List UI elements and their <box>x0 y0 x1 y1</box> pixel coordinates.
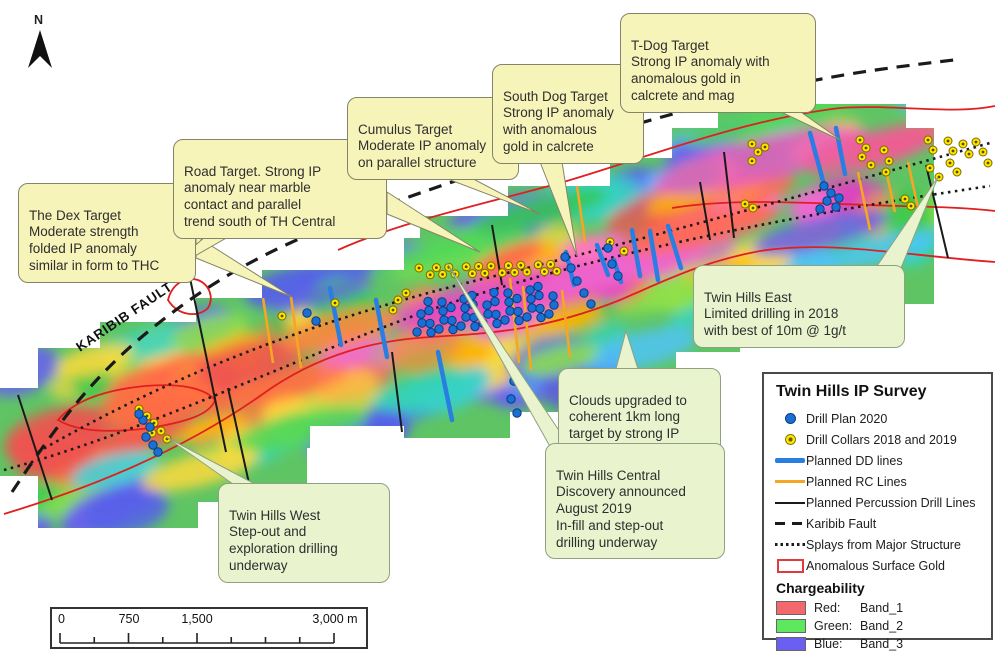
north-arrow-icon: N <box>28 13 52 68</box>
callout-road-target-text: Road Target. Strong IP anomaly near marb… <box>184 163 336 229</box>
planned-rc-line-icon <box>774 480 806 483</box>
band1-red-swatch <box>776 601 806 615</box>
legend-title: Twin Hills IP Survey <box>776 383 927 400</box>
legend-label: Planned RC Lines <box>806 474 907 489</box>
legend-label: Anomalous Surface Gold <box>806 558 945 573</box>
planned-dd-line-icon <box>774 458 806 463</box>
callout-dex-target: The Dex Target Moderate strength folded … <box>18 183 196 283</box>
chargeability-row-green: Green: Band_2 <box>774 617 981 635</box>
anomalous-gold-outline-icon <box>774 558 806 573</box>
scale-tick-1500: 1,500 <box>181 612 213 626</box>
callout-twin-hills-west: Twin Hills West Step-out and exploration… <box>218 483 390 583</box>
callout-twin-hills-east: Twin Hills East Limited drilling in 2018… <box>693 265 905 348</box>
callout-t-dog-target-text: T-Dog Target Strong IP anomaly with anom… <box>631 37 770 103</box>
chargeability-heading: Chargeability <box>776 580 865 596</box>
callout-twin-hills-east-text: Twin Hills East Limited drilling in 2018… <box>704 289 847 339</box>
legend-item-anomalous-gold: Anomalous Surface Gold <box>774 555 981 576</box>
fault-dashed-line-icon <box>774 522 806 525</box>
band-color-name: Green: <box>814 619 853 633</box>
scale-bar-ticks <box>59 633 335 644</box>
band-color-name: Blue: <box>814 637 843 651</box>
callout-twin-hills-west-text: Twin Hills West Step-out and exploration… <box>229 507 338 573</box>
legend-item-drill-plan: Drill Plan 2020 <box>774 408 981 429</box>
band-color-name: Red: <box>814 601 841 615</box>
legend-item-planned-dd: Planned DD lines <box>774 450 981 471</box>
legend-label: Drill Collars 2018 and 2019 <box>806 432 957 447</box>
legend-item-drill-collars: Drill Collars 2018 and 2019 <box>774 429 981 450</box>
splay-dotted-line-icon <box>774 543 806 546</box>
legend-item-planned-rc: Planned RC Lines <box>774 471 981 492</box>
callout-south-dog-target-text: South Dog Target Strong IP anomaly with … <box>503 88 614 154</box>
planned-dd-lines <box>327 125 848 423</box>
legend-label: Drill Plan 2020 <box>806 411 888 426</box>
callout-dex-target-text: The Dex Target Moderate strength folded … <box>29 207 160 273</box>
legend-item-percussion: Planned Percussion Drill Lines <box>774 492 981 513</box>
band-name: Band_1 <box>860 601 904 615</box>
callout-south-dog-target: South Dog Target Strong IP anomaly with … <box>492 64 644 164</box>
chargeability-row-red: Red: Band_1 <box>774 599 981 617</box>
percussion-line-icon <box>774 501 806 504</box>
anomalous-surface-gold-outlines <box>3 105 996 515</box>
north-label: N <box>34 13 43 27</box>
legend-item-karibib-fault: Karibib Fault <box>774 513 981 534</box>
scale-tick-750: 750 <box>118 612 140 626</box>
band-name: Band_2 <box>860 619 904 633</box>
callout-twin-hills-central: Twin Hills Central Discovery announced A… <box>545 443 725 560</box>
legend-label: Karibib Fault <box>806 516 877 531</box>
chargeability-row-blue: Blue: Band_3 <box>774 635 981 653</box>
callout-cumulus-target-text: Cumulus Target Moderate IP anomaly on pa… <box>358 121 487 171</box>
legend-panel: Twin Hills IP Survey Drill Plan 2020 Dri… <box>762 372 993 651</box>
callout-cumulus-target: Cumulus Target Moderate IP anomaly on pa… <box>347 97 519 180</box>
legend-item-splays: Splays from Major Structure <box>774 534 981 555</box>
callout-t-dog-target: T-Dog Target Strong IP anomaly with anom… <box>620 13 816 113</box>
legend-label: Planned Percussion Drill Lines <box>806 495 976 510</box>
legend-label: Planned DD lines <box>806 453 903 468</box>
scale-tick-0: 0 <box>58 612 65 626</box>
scale-bar: 0 750 1,500 3,000 m <box>50 607 368 649</box>
band2-green-swatch <box>776 619 806 633</box>
scale-tick-3000: 3,000 m <box>312 612 358 626</box>
callout-twin-hills-central-text: Twin Hills Central Discovery announced A… <box>556 467 686 550</box>
band-name: Band_3 <box>860 637 904 651</box>
band3-blue-swatch <box>776 637 806 651</box>
drill-collars-2018-2019 <box>134 135 993 444</box>
drill-collars-icon <box>774 434 806 445</box>
drill-plan-2020-icon <box>774 413 806 424</box>
legend-label: Splays from Major Structure <box>806 537 961 552</box>
